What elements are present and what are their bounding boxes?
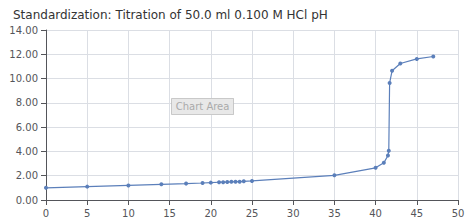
svg-text:10: 10 <box>122 208 135 219</box>
svg-text:35: 35 <box>328 208 341 219</box>
svg-text:30: 30 <box>287 208 300 219</box>
svg-text:6.00: 6.00 <box>16 122 38 133</box>
svg-text:Chart Area: Chart Area <box>176 101 230 112</box>
svg-text:8.00: 8.00 <box>16 97 38 108</box>
svg-text:5: 5 <box>84 208 90 219</box>
svg-text:0: 0 <box>43 208 49 219</box>
svg-text:Standardization: Titration of: Standardization: Titration of 50.0 ml 0.… <box>13 8 328 22</box>
svg-text:0.00: 0.00 <box>16 195 38 206</box>
svg-text:10.00: 10.00 <box>9 73 38 84</box>
svg-text:4.00: 4.00 <box>16 146 38 157</box>
svg-text:2.00: 2.00 <box>16 170 38 181</box>
svg-text:45: 45 <box>410 208 423 219</box>
svg-text:25: 25 <box>246 208 259 219</box>
svg-text:40: 40 <box>369 208 382 219</box>
svg-text:50: 50 <box>452 208 465 219</box>
svg-text:20: 20 <box>204 208 217 219</box>
svg-text:14.00: 14.00 <box>9 25 38 36</box>
svg-text:12.00: 12.00 <box>9 49 38 60</box>
svg-text:15: 15 <box>163 208 176 219</box>
